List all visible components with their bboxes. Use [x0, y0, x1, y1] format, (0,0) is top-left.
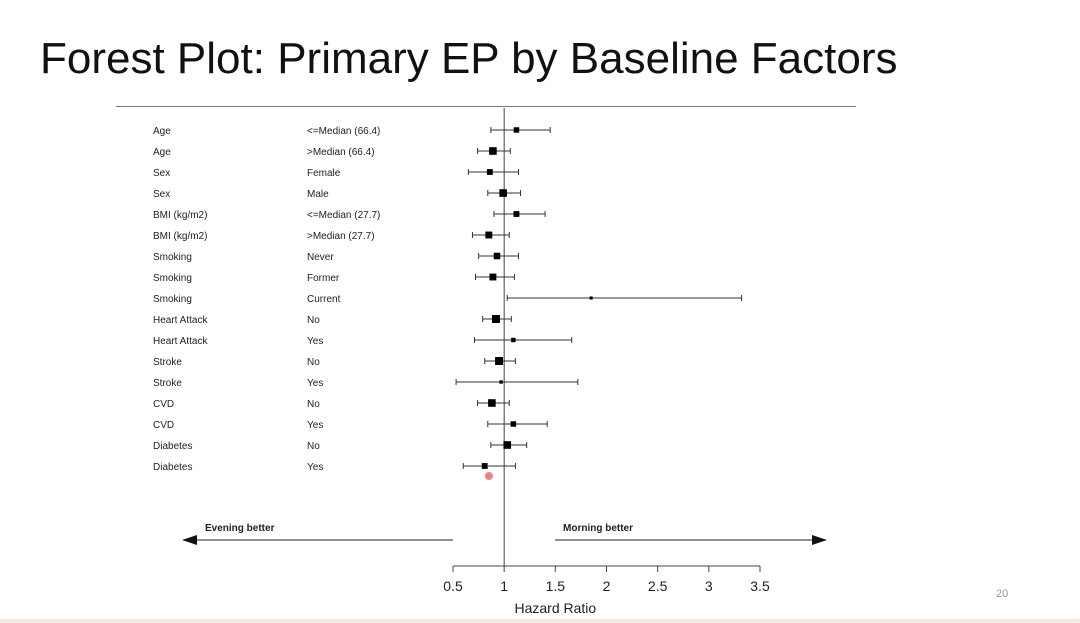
row-factor-label: Smoking	[153, 294, 192, 305]
row-level-label: Yes	[307, 462, 323, 473]
x-tick-label: 1	[500, 578, 508, 594]
morning-arrow-head	[812, 535, 827, 545]
row-level-label: >Median (27.7)	[307, 231, 375, 242]
title-divider	[116, 106, 856, 107]
row-level-label: No	[307, 315, 320, 326]
bottom-bar	[0, 619, 1080, 623]
row-factor-label: Stroke	[153, 378, 182, 389]
point-estimate	[486, 169, 493, 175]
point-estimate	[510, 421, 517, 427]
point-estimate	[513, 211, 520, 217]
point-estimate	[511, 337, 516, 343]
row-level-label: Yes	[307, 378, 323, 389]
row-factor-label: BMI (kg/m2)	[153, 231, 207, 242]
x-tick-label: 3	[705, 578, 713, 594]
row-factor-label: Heart Attack	[153, 315, 208, 326]
row-level-label: No	[307, 357, 320, 368]
row-level-label: Never	[307, 252, 334, 263]
row-factor-label: Stroke	[153, 357, 182, 368]
x-tick-label: 0.5	[443, 578, 463, 594]
x-axis-label: Hazard Ratio	[514, 600, 596, 616]
row-factor-label: CVD	[153, 399, 174, 410]
x-tick-label: 2	[603, 578, 611, 594]
row-factor-label: Smoking	[153, 252, 192, 263]
x-tick-label: 2.5	[648, 578, 668, 594]
point-estimate	[499, 189, 507, 197]
row-level-label: Male	[307, 189, 329, 200]
annotation-evening-better: Evening better	[205, 523, 275, 534]
annotation-morning-better: Morning better	[563, 523, 633, 534]
slide-title: Forest Plot: Primary EP by Baseline Fact…	[40, 34, 898, 83]
page-number: 20	[996, 588, 1009, 600]
point-estimate	[489, 273, 497, 281]
row-level-label: Former	[307, 273, 340, 284]
row-factor-label: CVD	[153, 420, 174, 431]
row-level-label: Female	[307, 168, 341, 179]
point-estimate	[589, 296, 593, 300]
row-level-label: Current	[307, 294, 341, 305]
row-factor-label: Diabetes	[153, 441, 192, 452]
point-estimate	[499, 380, 503, 384]
point-estimate	[503, 441, 512, 449]
row-factor-label: Age	[153, 147, 171, 158]
point-estimate	[513, 127, 520, 133]
point-estimate	[493, 252, 501, 260]
row-level-label: No	[307, 399, 320, 410]
row-level-label: <=Median (27.7)	[307, 210, 380, 221]
row-level-label: No	[307, 441, 320, 452]
row-level-label: Yes	[307, 336, 323, 347]
row-factor-label: Sex	[153, 168, 170, 179]
laser-pointer-dot	[485, 472, 493, 480]
row-factor-label: Heart Attack	[153, 336, 208, 347]
x-tick-label: 3.5	[750, 578, 770, 594]
evening-arrow-head	[182, 535, 197, 545]
point-estimate	[488, 399, 496, 407]
point-estimate	[489, 147, 497, 155]
point-estimate	[492, 315, 500, 323]
x-tick-label: 1.5	[546, 578, 566, 594]
point-estimate	[481, 463, 488, 469]
point-estimate	[485, 231, 493, 239]
row-level-label: <=Median (66.4)	[307, 126, 380, 137]
row-factor-label: BMI (kg/m2)	[153, 210, 207, 221]
row-level-label: >Median (66.4)	[307, 147, 375, 158]
row-factor-label: Diabetes	[153, 462, 192, 473]
row-factor-label: Sex	[153, 189, 170, 200]
row-factor-label: Age	[153, 126, 171, 137]
point-estimate	[495, 357, 504, 365]
row-factor-label: Smoking	[153, 273, 192, 284]
row-level-label: Yes	[307, 420, 323, 431]
